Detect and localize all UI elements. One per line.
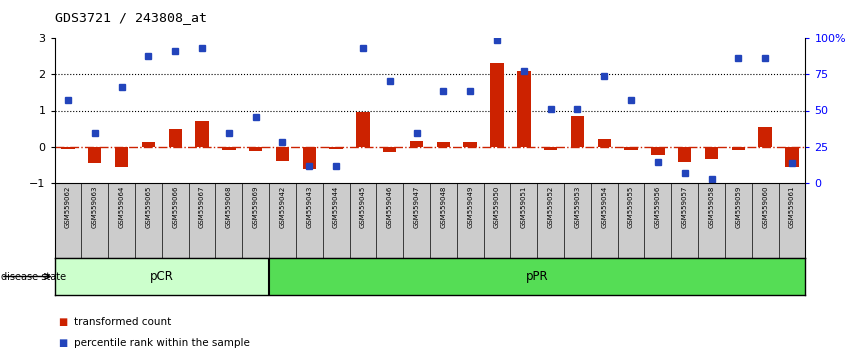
Bar	[651, 147, 664, 155]
Text: percentile rank within the sample: percentile rank within the sample	[74, 338, 250, 348]
Bar	[356, 112, 370, 147]
Text: GSM559057: GSM559057	[682, 185, 688, 228]
Bar	[410, 141, 423, 147]
Text: GSM559064: GSM559064	[119, 185, 125, 228]
Bar	[61, 147, 74, 149]
Text: GSM559055: GSM559055	[628, 185, 634, 228]
Text: GSM559063: GSM559063	[92, 185, 98, 228]
Bar	[329, 147, 343, 149]
Bar	[544, 147, 558, 150]
Text: GSM559052: GSM559052	[547, 185, 553, 228]
Bar	[196, 121, 209, 147]
Text: GSM559068: GSM559068	[226, 185, 232, 228]
Text: ■: ■	[59, 338, 71, 348]
Bar	[785, 147, 798, 167]
Text: GSM559067: GSM559067	[199, 185, 205, 228]
Bar	[88, 147, 101, 163]
Text: GSM559053: GSM559053	[574, 185, 580, 228]
Text: GSM559059: GSM559059	[735, 185, 741, 228]
Text: GSM559043: GSM559043	[307, 185, 313, 228]
Bar	[598, 139, 611, 147]
Text: disease state: disease state	[1, 272, 66, 281]
Bar	[678, 147, 691, 162]
Text: GSM559044: GSM559044	[333, 185, 339, 228]
Text: GSM559050: GSM559050	[494, 185, 500, 228]
Text: GSM559056: GSM559056	[655, 185, 661, 228]
Bar	[275, 147, 289, 160]
Text: pPR: pPR	[526, 270, 548, 283]
Bar	[249, 147, 262, 151]
Text: GSM559049: GSM559049	[467, 185, 473, 228]
Bar	[571, 116, 585, 147]
Text: GSM559051: GSM559051	[520, 185, 527, 228]
Text: GSM559048: GSM559048	[441, 185, 446, 228]
Text: GSM559046: GSM559046	[387, 185, 393, 228]
Text: ■: ■	[59, 317, 71, 327]
Text: GSM559054: GSM559054	[601, 185, 607, 228]
Bar	[115, 147, 128, 167]
Bar	[436, 142, 450, 147]
Text: GSM559047: GSM559047	[414, 185, 419, 228]
Bar	[383, 147, 397, 152]
Text: GSM559061: GSM559061	[789, 185, 795, 228]
Text: GSM559069: GSM559069	[253, 185, 259, 228]
Bar	[463, 142, 477, 147]
Bar	[759, 127, 772, 147]
Text: GSM559042: GSM559042	[280, 185, 286, 228]
Bar	[624, 147, 637, 150]
Text: pCR: pCR	[150, 270, 174, 283]
Bar	[223, 147, 236, 150]
Bar	[705, 147, 718, 159]
Text: transformed count: transformed count	[74, 317, 171, 327]
Text: GSM559058: GSM559058	[708, 185, 714, 228]
Bar	[142, 142, 155, 147]
Text: GSM559065: GSM559065	[145, 185, 152, 228]
Text: GSM559045: GSM559045	[360, 185, 366, 228]
Text: GSM559062: GSM559062	[65, 185, 71, 228]
Text: GSM559060: GSM559060	[762, 185, 768, 228]
Text: GDS3721 / 243808_at: GDS3721 / 243808_at	[55, 11, 207, 24]
Bar	[302, 147, 316, 169]
Bar	[169, 129, 182, 147]
Bar	[490, 63, 504, 147]
Bar	[732, 147, 745, 150]
Bar	[517, 71, 531, 147]
Text: GSM559066: GSM559066	[172, 185, 178, 228]
